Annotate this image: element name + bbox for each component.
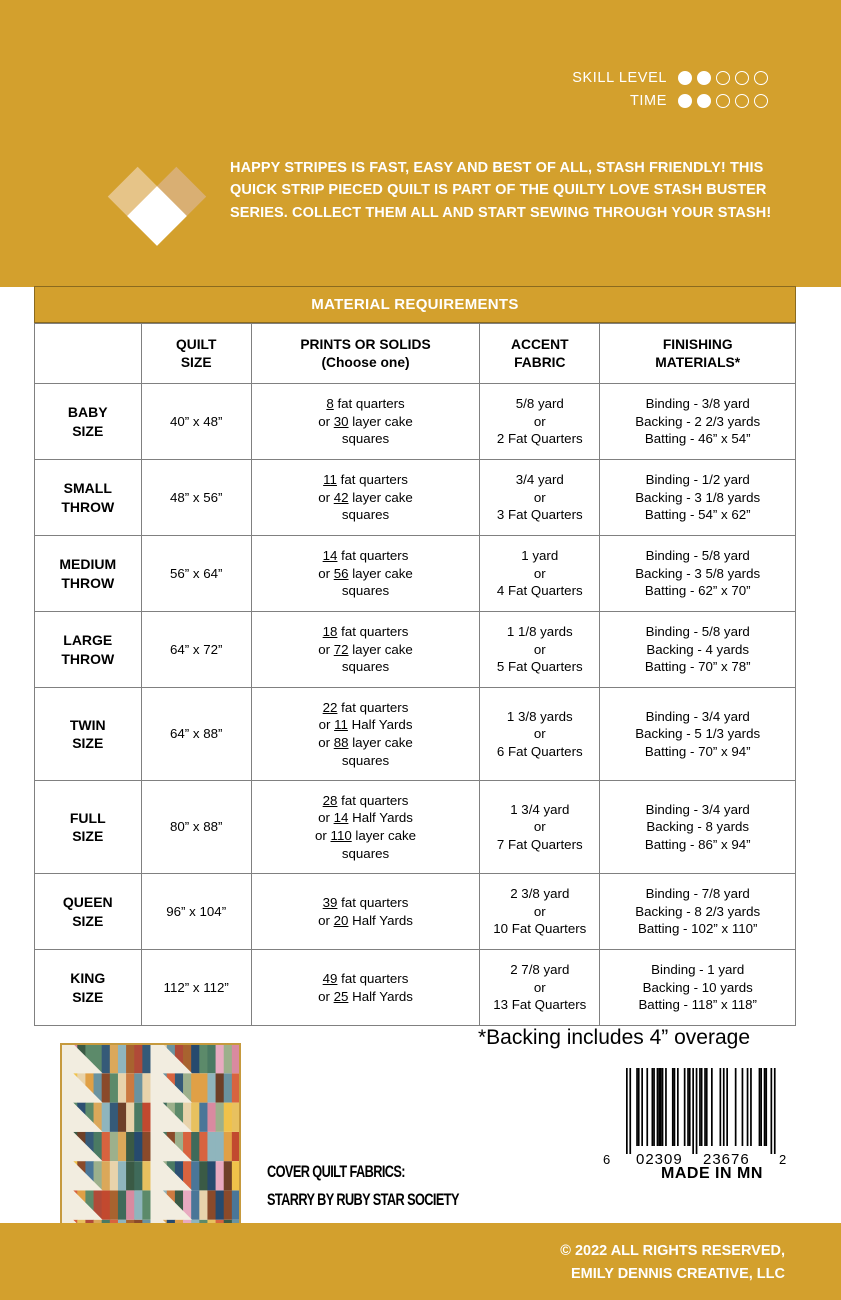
- svg-text:2: 2: [779, 1152, 786, 1167]
- svg-text:6: 6: [603, 1152, 610, 1167]
- svg-text:MADE IN MN: MADE IN MN: [661, 1165, 763, 1178]
